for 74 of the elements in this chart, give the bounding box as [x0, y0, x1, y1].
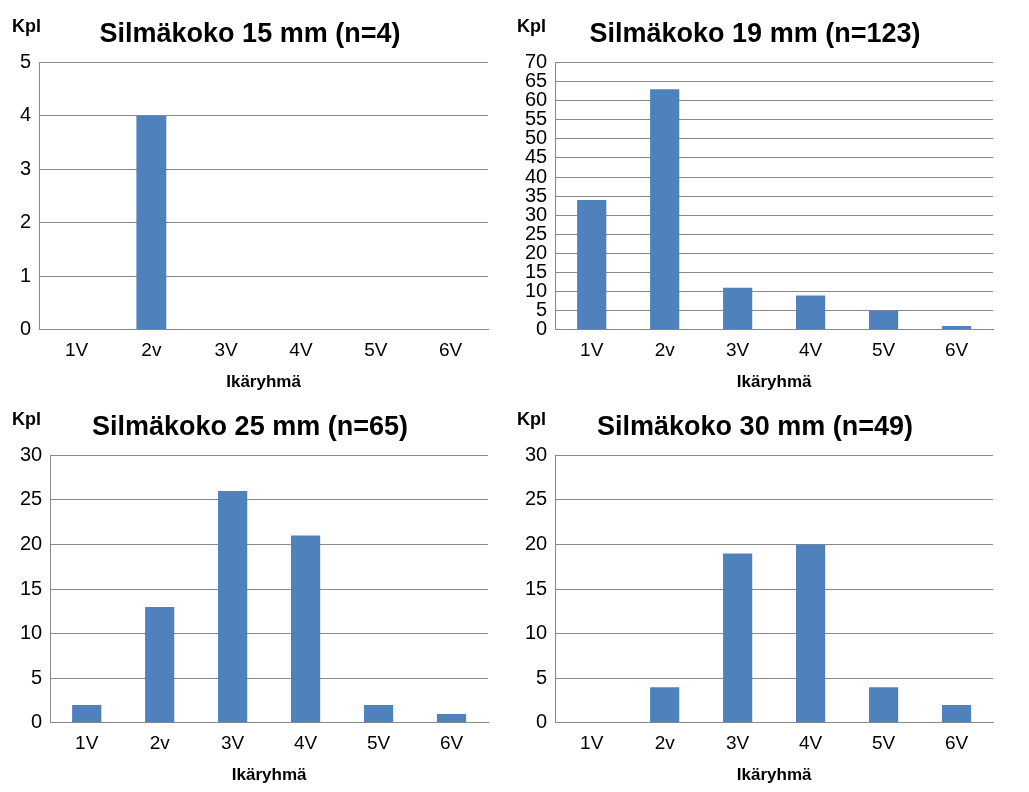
y-tick-label: 25: [525, 487, 548, 510]
chart-title: Silmäkoko 19 mm (n=123): [589, 17, 921, 48]
x-tick-label: 3V: [221, 732, 245, 754]
x-axis-title: Ikäryhmä: [226, 372, 302, 392]
x-tick-label: 1V: [580, 339, 604, 361]
y-tick-label: 0: [536, 710, 548, 733]
y-tick-label: 0: [31, 710, 43, 733]
y-tick-label: 3: [20, 156, 32, 179]
x-tick-label: 4V: [289, 339, 313, 361]
y-tick-label: 5: [31, 665, 43, 688]
x-tick-label: 6V: [944, 732, 969, 754]
x-tick-label: 2v: [149, 732, 171, 754]
y-tick-label: 0: [20, 317, 32, 340]
bar: [796, 544, 826, 723]
x-tick-label: 5V: [871, 339, 896, 361]
y-tick-label: 10: [20, 621, 43, 644]
x-tick-label: 5V: [366, 732, 391, 754]
x-tick-label: 4V: [798, 339, 823, 361]
x-tick-label: 1V: [580, 732, 604, 754]
bar: [941, 325, 972, 330]
bar: [363, 704, 394, 723]
y-tick-label: 5: [536, 665, 548, 688]
y-axis-title: Kpl: [517, 409, 546, 430]
x-tick-label: 3V: [214, 339, 239, 361]
y-tick-label: 20: [20, 532, 43, 555]
x-tick-label: 2v: [654, 339, 676, 361]
bar: [941, 704, 972, 723]
x-tick-label: 2v: [141, 339, 162, 361]
y-tick-label: 5: [20, 49, 32, 72]
bar: [436, 713, 467, 723]
y-tick-label: 15: [20, 576, 43, 599]
y-tick-label: 2: [20, 210, 32, 233]
chart-title: Silmäkoko 15 mm (n=4): [99, 17, 401, 48]
y-tick-label: 25: [20, 487, 43, 510]
chart-title: Silmäkoko 25 mm (n=65): [92, 410, 408, 441]
x-axis-title: Ikäryhmä: [736, 765, 812, 785]
bar: [723, 553, 753, 723]
x-axis-title: Ikäryhmä: [231, 765, 307, 785]
x-tick-label: 2v: [654, 732, 676, 754]
y-tick-label: 30: [20, 442, 43, 465]
bar: [218, 491, 248, 723]
x-tick-label: 3V: [726, 732, 750, 754]
y-tick-label: 30: [525, 442, 548, 465]
bar: [145, 606, 175, 723]
y-tick-label: 10: [525, 621, 548, 644]
bar: [650, 687, 680, 723]
bar: [796, 295, 826, 330]
bar: [723, 287, 753, 330]
y-axis-title: Kpl: [12, 409, 41, 430]
y-tick-label: 20: [525, 532, 548, 555]
bar: [577, 199, 607, 330]
x-tick-label: 6V: [439, 732, 464, 754]
y-tick-label: 1: [20, 263, 32, 286]
x-tick-label: 5V: [364, 339, 388, 361]
x-tick-label: 3V: [726, 339, 750, 361]
bar: [868, 310, 899, 330]
x-tick-label: 6V: [438, 339, 463, 361]
chart-title: Silmäkoko 30 mm (n=49): [597, 410, 913, 441]
bar: [868, 687, 899, 723]
x-tick-label: 4V: [293, 732, 318, 754]
bar: [650, 89, 680, 330]
x-tick-label: 6V: [944, 339, 969, 361]
bar: [291, 535, 321, 723]
x-tick-label: 5V: [871, 732, 896, 754]
x-tick-label: 4V: [798, 732, 823, 754]
y-tick-label: 15: [525, 576, 548, 599]
x-axis-title: Ikäryhmä: [736, 372, 812, 392]
y-tick-label: 4: [20, 103, 32, 126]
y-axis-title: Kpl: [12, 16, 41, 37]
y-tick-label: 70: [525, 49, 548, 72]
bar: [72, 704, 102, 723]
x-tick-label: 1V: [75, 732, 99, 754]
y-axis-title: Kpl: [517, 16, 546, 37]
x-tick-label: 1V: [64, 339, 89, 361]
